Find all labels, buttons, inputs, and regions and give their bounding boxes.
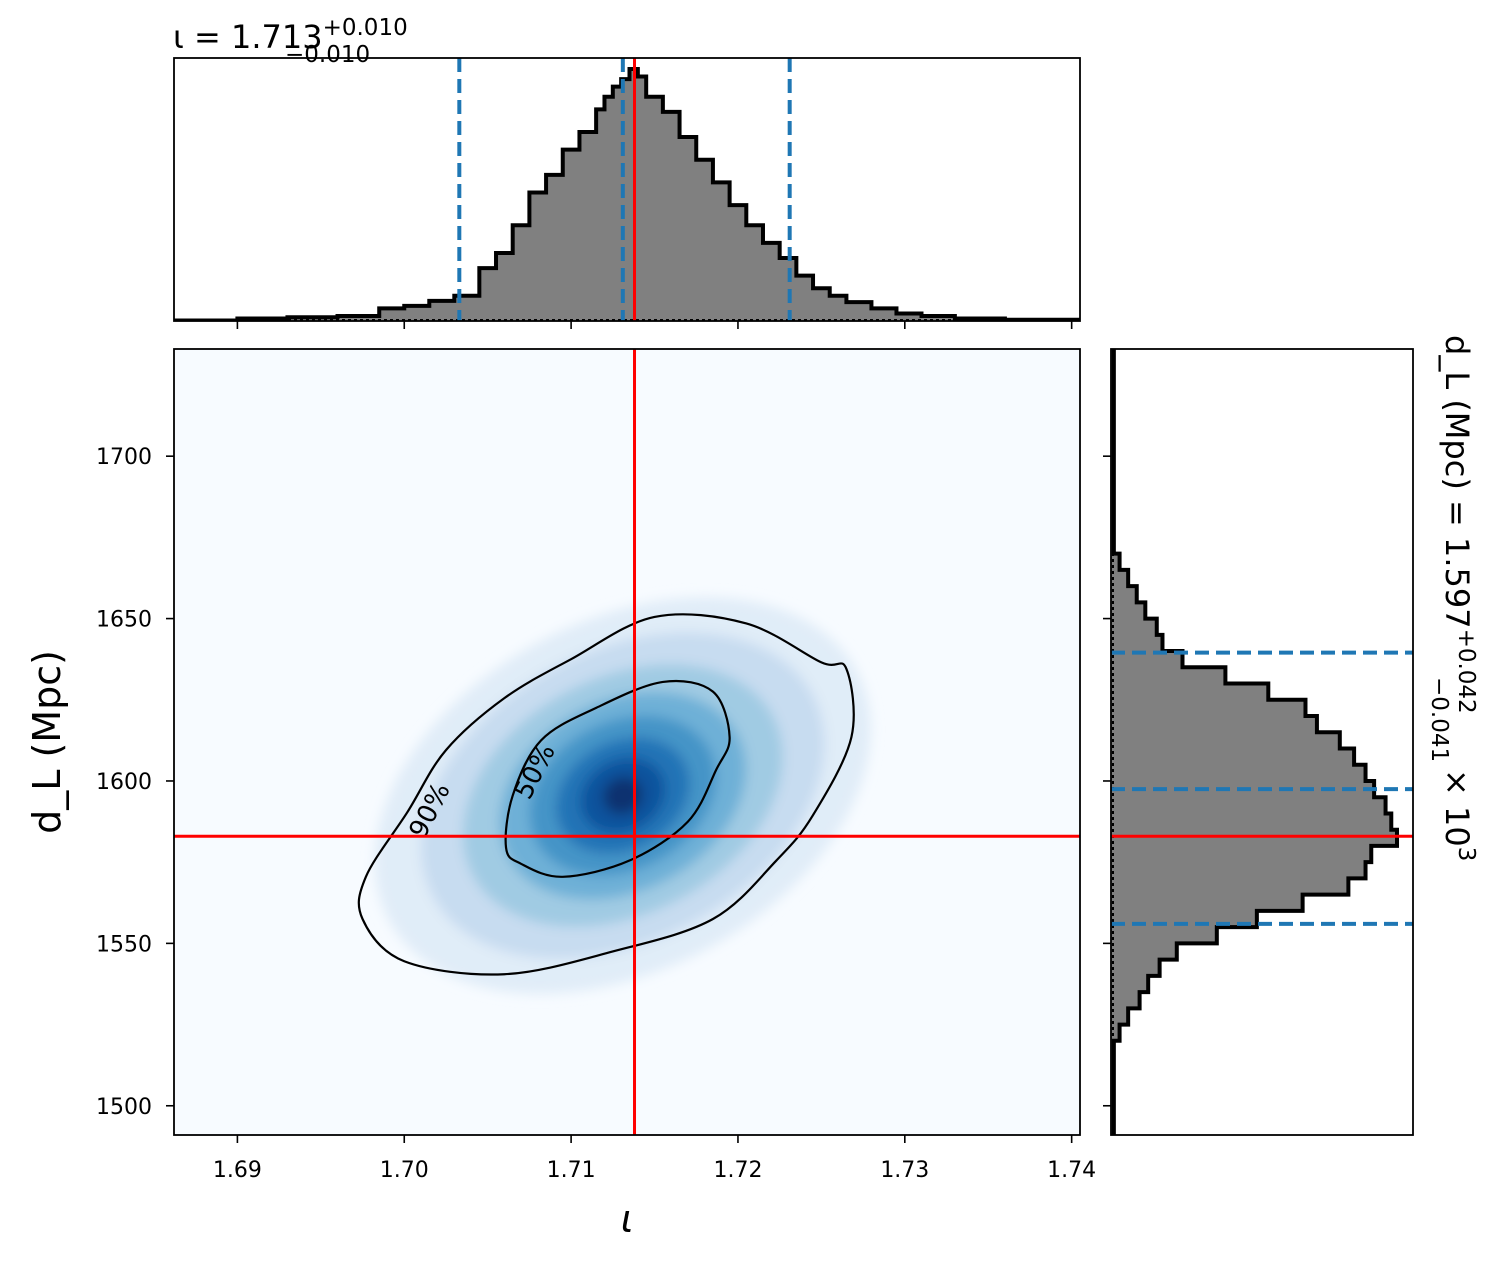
right-marginal-panel: d_L (Mpc) = 1.597+0.042−0.041 × 103 xyxy=(1103,335,1479,1136)
x-axis-label: ι xyxy=(621,1197,634,1241)
x-tick-label-5: 1.74 xyxy=(1047,1158,1096,1183)
top-x-ticks xyxy=(236,321,1073,329)
joint-y-ticks: 1500 1550 1600 1650 1700 xyxy=(96,445,174,1120)
joint-density-map xyxy=(374,597,871,994)
right-title-suffix: × 10 xyxy=(1438,769,1476,847)
y-axis-label: d_L (Mpc) xyxy=(25,650,69,834)
right-histogram-fill xyxy=(1111,349,1397,1135)
right-title-sup: +0.042 xyxy=(1453,629,1479,714)
right-panel-frame xyxy=(1110,348,1414,1136)
contour-90pct xyxy=(357,613,855,976)
right-title-base: d_L (Mpc) = 1.597 xyxy=(1438,335,1476,629)
x-tick-label-3: 1.72 xyxy=(713,1158,762,1183)
y-tick-label-0: 1500 xyxy=(96,1095,152,1120)
y-tick-label-3: 1650 xyxy=(96,608,152,633)
y-tick-label-1: 1550 xyxy=(96,932,152,957)
top-title-sup: +0.010 xyxy=(323,15,408,41)
joint-panel: 50%90% 1.69 1.70 1.71 1.72 1.73 1.74 15001550… xyxy=(25,348,1096,1241)
top-title-sub: −0.010 xyxy=(285,42,370,68)
top-histogram-fill xyxy=(174,69,1080,321)
top-panel-frame xyxy=(173,57,1081,322)
top-title-base: ι = 1.713 xyxy=(173,18,323,56)
right-quantile-lines xyxy=(1111,650,1413,926)
x-tick-label-4: 1.73 xyxy=(880,1158,929,1183)
right-histogram-outline xyxy=(1111,349,1399,1135)
y-tick-label-2: 1600 xyxy=(96,770,152,795)
top-marginal-panel: ι = 1.713+0.010 −0.010 xyxy=(173,15,1081,329)
joint-panel-frame xyxy=(173,348,1081,1136)
joint-x-ticks: 1.69 1.70 1.71 1.72 1.73 1.74 xyxy=(213,1135,1096,1183)
x-tick-label-2: 1.71 xyxy=(547,1158,596,1183)
top-title: ι = 1.713+0.010 −0.010 xyxy=(173,15,408,68)
right-title: d_L (Mpc) = 1.597+0.042−0.041 × 103 xyxy=(1426,335,1479,861)
x-tick-label-1: 1.70 xyxy=(380,1158,429,1183)
y-tick-label-4: 1700 xyxy=(96,445,152,470)
right-y-ticks xyxy=(1103,455,1111,1107)
x-tick-label-0: 1.69 xyxy=(213,1158,262,1183)
right-title-suffix-sup: 3 xyxy=(1453,847,1479,862)
right-title-sub: −0.041 xyxy=(1426,677,1452,762)
contour-50pct xyxy=(504,679,731,878)
top-quantile-lines xyxy=(457,58,792,321)
density-level-7 xyxy=(603,777,643,815)
